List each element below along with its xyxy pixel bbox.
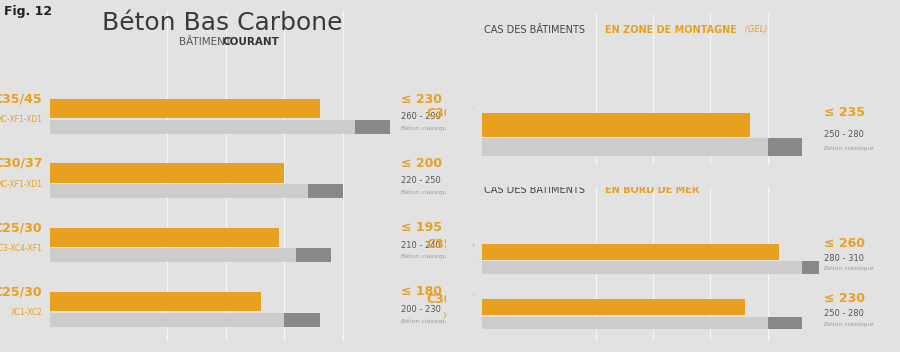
Text: 260 - 290: 260 - 290 [400,112,441,121]
Text: ≤ 230: ≤ 230 [400,93,442,106]
Text: XS1-XS2: XS1-XS2 [443,312,474,321]
Text: Béton classique: Béton classique [400,125,450,131]
Text: C35/45: C35/45 [426,237,474,250]
Bar [768,138,802,156]
Text: COURANT: COURANT [222,37,279,47]
Text: 200 - 230: 200 - 230 [400,305,441,314]
Bar [50,99,320,119]
Text: Béton classique: Béton classique [824,321,873,327]
Text: EN ZONE DE MONTAGNE: EN ZONE DE MONTAGNE [605,25,737,35]
Text: C30/37: C30/37 [426,106,474,119]
Text: BÂTIMENT: BÂTIMENT [178,37,234,47]
Bar [284,313,319,327]
Text: 280 - 310: 280 - 310 [824,254,864,263]
Text: 210 - 240: 210 - 240 [400,240,440,250]
Bar [296,248,331,262]
Text: Béton classique: Béton classique [824,146,873,151]
Bar [50,228,278,247]
Text: ≤ 230: ≤ 230 [824,293,865,306]
Text: ≤ 260: ≤ 260 [824,237,865,250]
Text: C25/30: C25/30 [0,221,42,234]
Text: CAS DES BÂTIMENTS: CAS DES BÂTIMENTS [484,25,588,35]
Bar [50,120,355,134]
Text: (GEL): (GEL) [742,25,768,34]
Text: C25/30: C25/30 [0,285,42,298]
Text: ≤ 235: ≤ 235 [824,106,865,119]
Bar [482,316,768,329]
Bar [482,244,779,260]
Text: XC3-XC4-XF1: XC3-XC4-XF1 [0,244,42,253]
Bar [482,138,768,156]
Text: Béton classique: Béton classique [400,190,450,195]
Text: C30/37: C30/37 [426,293,474,306]
Bar [802,261,836,274]
Bar [482,261,802,274]
Text: Béton classique: Béton classique [400,254,450,259]
Text: ≤ 200: ≤ 200 [400,157,442,170]
Text: Béton Bas Carbone: Béton Bas Carbone [103,11,343,34]
Text: Fig. 12: Fig. 12 [4,5,52,18]
Bar [768,316,802,329]
Bar [50,184,308,198]
Text: XC-XF1-XD1: XC-XF1-XD1 [0,180,42,189]
Text: ≤ 195: ≤ 195 [400,221,442,234]
Text: ≤ 180: ≤ 180 [400,285,442,298]
Bar [50,248,296,262]
Text: Béton classique: Béton classique [400,318,450,323]
Bar [482,113,751,137]
Bar [50,313,284,327]
Text: 250 - 280: 250 - 280 [824,309,863,318]
Text: XC1-XC2: XC1-XC2 [11,308,42,317]
Bar [355,120,390,134]
Bar [50,292,261,311]
Text: Béton classique: Béton classique [824,266,873,271]
Text: XS3: XS3 [460,257,474,266]
Text: C35/45: C35/45 [0,93,42,106]
Bar [50,163,284,183]
Text: CAS DES BÂTIMENTS: CAS DES BÂTIMENTS [484,184,588,195]
Bar [308,184,343,198]
Text: EN BORD DE MER: EN BORD DE MER [605,184,699,195]
Text: 220 - 250: 220 - 250 [400,176,440,185]
Text: C30/37: C30/37 [0,157,42,170]
Text: XF3: XF3 [460,134,474,143]
Text: 250 - 280: 250 - 280 [824,130,863,139]
Bar [482,299,744,315]
Text: XC-XF1-XD1: XC-XF1-XD1 [0,115,42,124]
